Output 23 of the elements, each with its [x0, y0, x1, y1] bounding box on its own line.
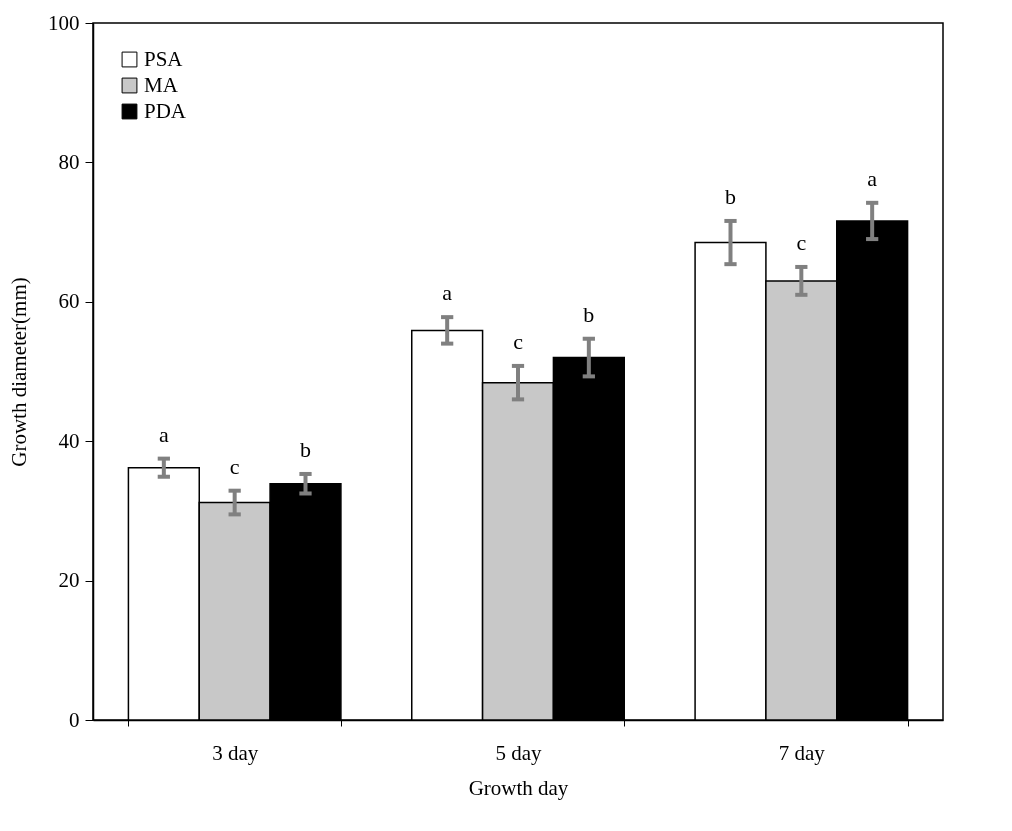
annotation: c [229, 453, 240, 479]
y-tick-label: 100 [48, 10, 80, 35]
annotation: a [158, 421, 169, 447]
x-tick-label: 3 day [212, 740, 259, 765]
x-axis-title: Growth day [468, 775, 569, 800]
annotation: c [796, 229, 807, 255]
legend-label: MA [144, 72, 179, 97]
y-axis-title: Growth diameter(mm) [7, 277, 31, 467]
annotation: b [725, 183, 736, 209]
x-tick-label: 5 day [495, 740, 543, 765]
y-tick-label: 80 [58, 149, 80, 174]
annotation: c [513, 328, 524, 354]
x-tick-label: 7 day [778, 740, 826, 765]
y-tick-label: 40 [58, 428, 80, 453]
legend-label: PDA [144, 98, 187, 123]
y-tick-label: 20 [58, 568, 80, 593]
legend-label: PSA [144, 46, 184, 71]
annotation: b [583, 301, 595, 327]
y-tick-label: 60 [58, 289, 80, 314]
annotation: a [867, 165, 878, 191]
annotation: b [300, 436, 311, 462]
annotation: a [442, 280, 453, 306]
y-tick-label: 0 [69, 707, 80, 732]
